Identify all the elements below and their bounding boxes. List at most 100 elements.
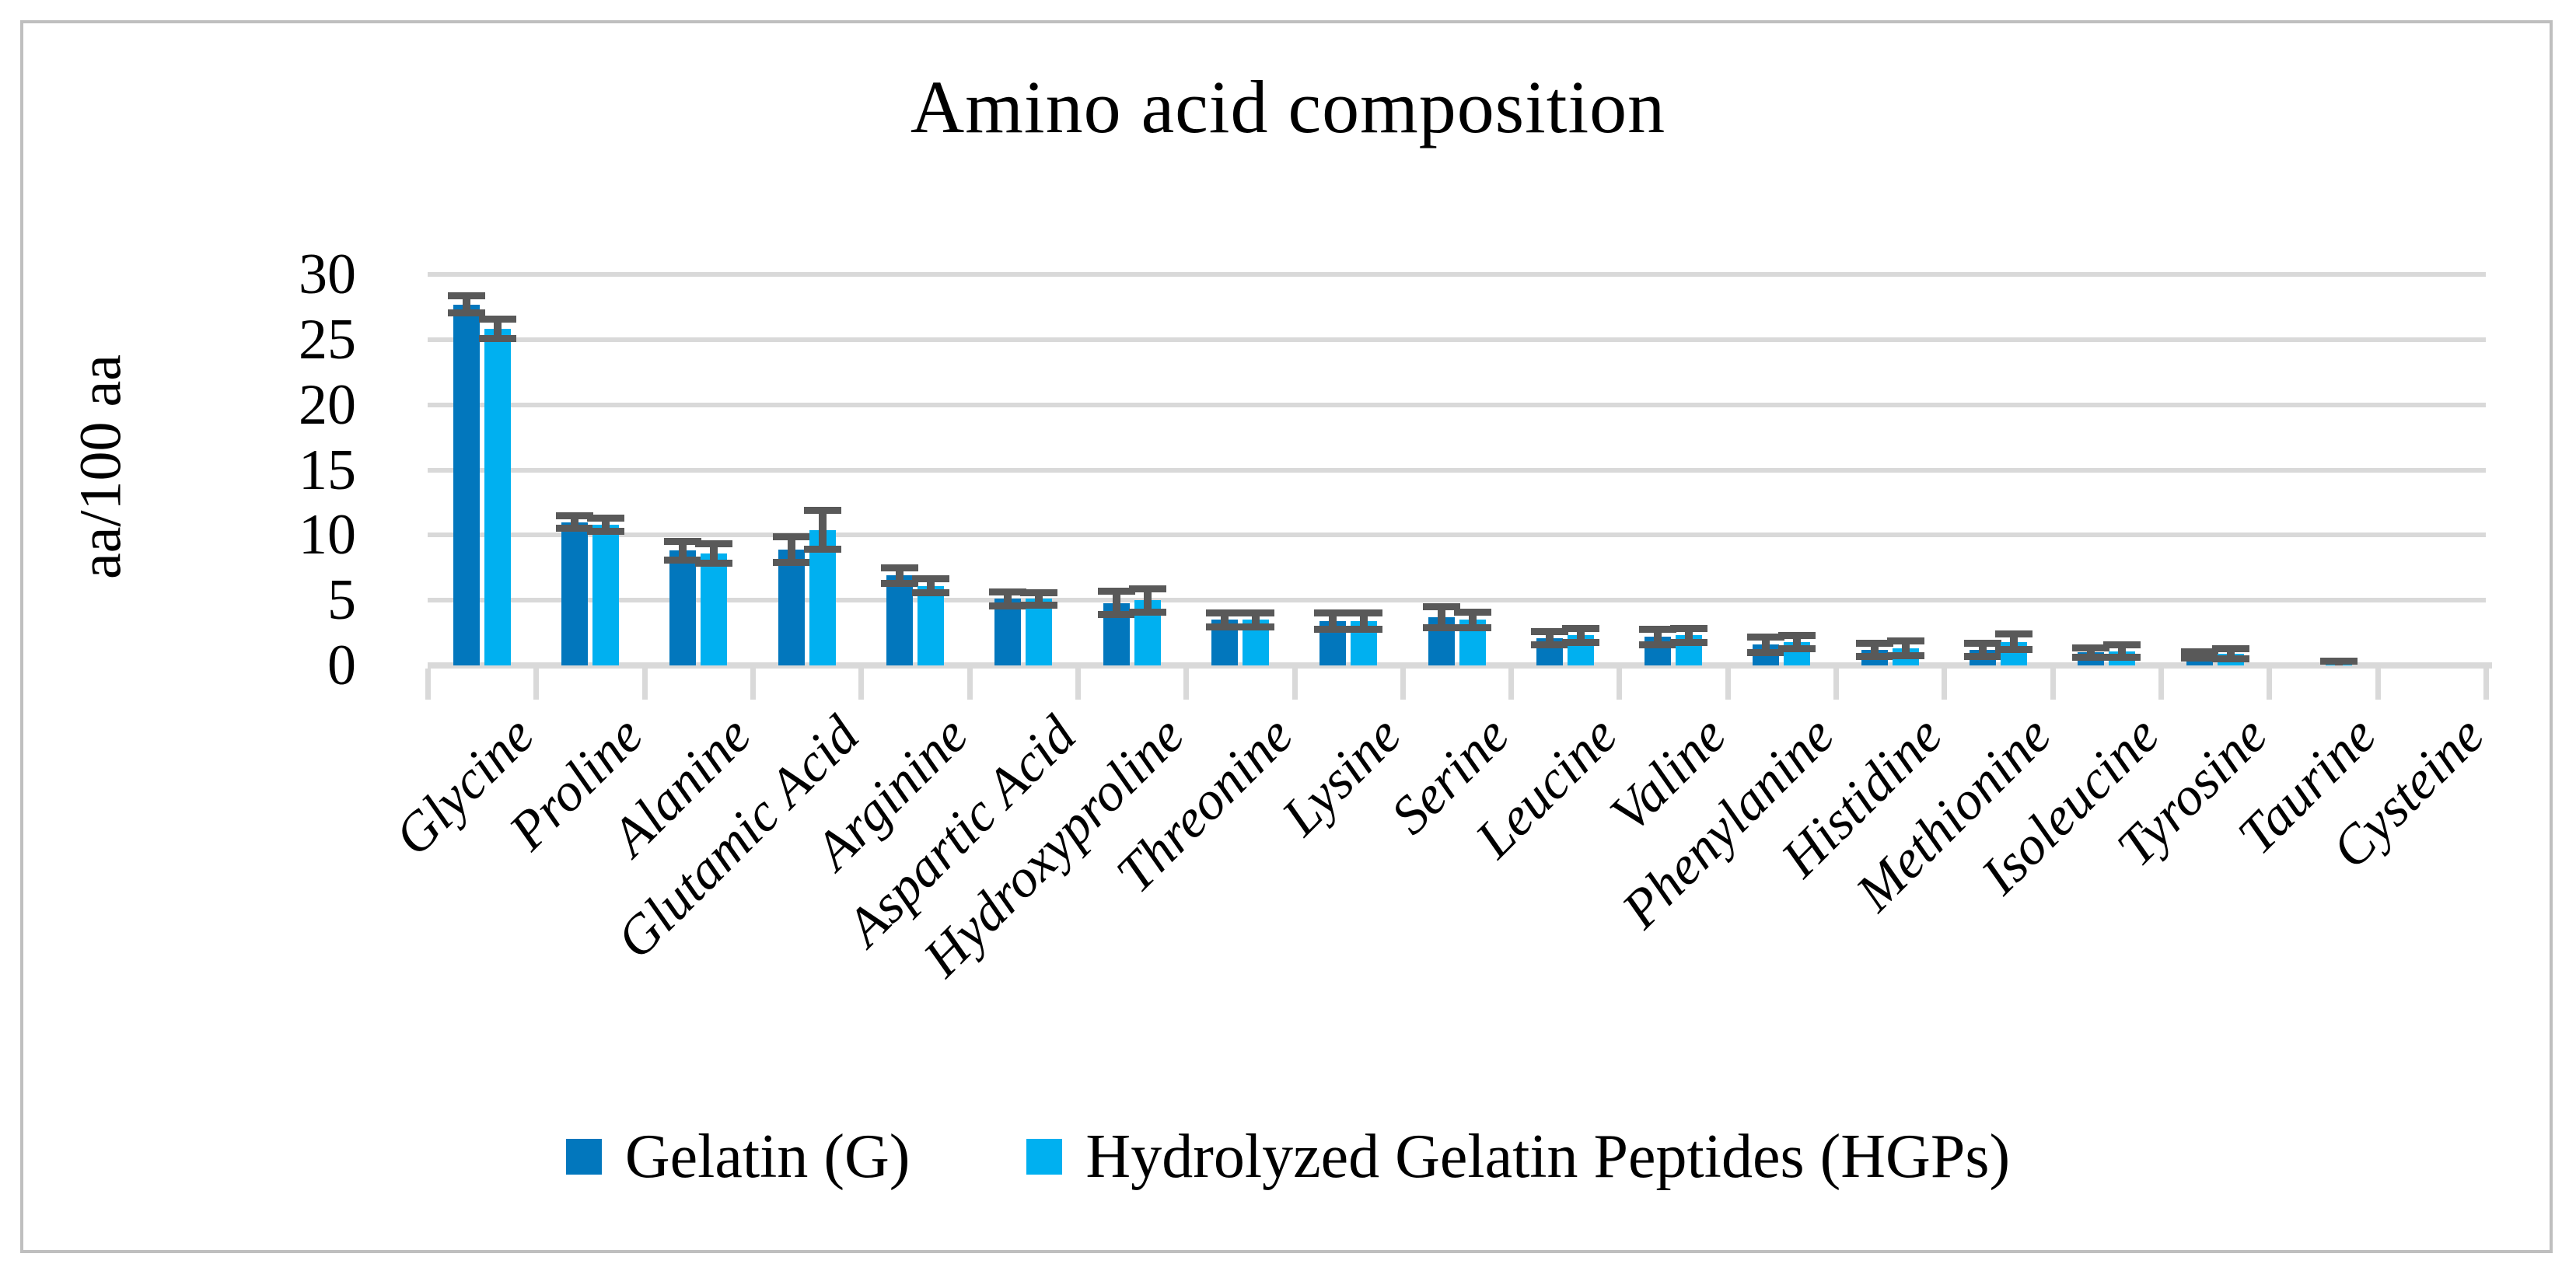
error-bar-line <box>570 515 578 529</box>
x-axis-tick <box>641 669 648 700</box>
error-bar-line <box>1793 635 1802 649</box>
error-bar-cap-bottom <box>1747 648 1785 656</box>
error-bar-cap-bottom <box>586 527 624 535</box>
error-bar-cap-top <box>772 532 810 540</box>
legend-label-gelatin: Gelatin (G) <box>624 1123 911 1191</box>
error-bar-cap-bottom <box>555 525 593 532</box>
error-bar-line <box>1220 613 1229 627</box>
error-bar-line <box>1251 613 1260 627</box>
error-bar-cap-top <box>1020 588 1058 596</box>
x-axis-tick <box>1508 669 1515 700</box>
error-bar-cap-bottom <box>989 602 1027 610</box>
error-bar-cap-top <box>1345 609 1383 617</box>
x-axis-line <box>428 662 2492 669</box>
error-bar-line <box>1654 629 1662 645</box>
x-axis-tick <box>2158 669 2165 700</box>
error-bar-line <box>1035 592 1043 606</box>
gridline <box>428 402 2486 407</box>
x-axis-tick <box>425 669 431 700</box>
bar-gelatin <box>994 599 1022 665</box>
error-bar-line <box>2010 634 2019 650</box>
error-bar-line <box>679 541 687 560</box>
error-bar-line <box>926 578 935 593</box>
error-bar-line <box>1143 588 1152 613</box>
x-axis-tick <box>533 669 540 700</box>
error-bar-cap-bottom <box>1639 641 1677 648</box>
error-bar-cap-bottom <box>1964 652 2002 660</box>
bar-gelatin <box>886 575 913 665</box>
error-bar-line <box>818 510 827 550</box>
x-axis-tick <box>1617 669 1623 700</box>
error-bar-cap-bottom <box>1422 623 1460 631</box>
y-tick-label: 25 <box>299 307 356 372</box>
error-bar-cap-bottom <box>1855 652 1893 660</box>
y-tick-label: 15 <box>299 438 356 502</box>
x-axis-tick <box>1400 669 1406 700</box>
error-bar-cap-top <box>555 512 593 519</box>
error-bar-cap-top <box>880 564 918 571</box>
bar-gelatin <box>778 549 805 665</box>
error-bar-cap-bottom <box>447 309 485 316</box>
x-axis-tick <box>1291 669 1298 700</box>
error-bar-line <box>1004 592 1012 606</box>
figure-border <box>20 20 2553 1253</box>
error-bar-line <box>462 295 470 313</box>
bar-gelatin <box>561 522 588 665</box>
error-bar-line <box>2087 648 2095 658</box>
x-axis-tick <box>2483 669 2489 700</box>
error-bar-cap-bottom <box>1236 623 1274 631</box>
error-bar-cap-top <box>1128 585 1166 592</box>
error-bar-line <box>1901 641 1910 656</box>
y-tick-label: 5 <box>327 568 356 633</box>
gridline <box>428 467 2486 473</box>
error-bar-cap-top <box>2211 644 2249 652</box>
error-bar-cap-top <box>1670 624 1708 632</box>
y-tick-label: 10 <box>299 503 356 567</box>
error-bar-cap-top <box>1097 587 1135 595</box>
x-axis-tick <box>1833 669 1840 700</box>
error-bar-cap-top <box>1778 631 1816 639</box>
error-bar-cap-top <box>1855 639 1893 647</box>
error-bar-line <box>1576 628 1585 643</box>
error-bar-cap-top <box>1747 633 1785 641</box>
error-bar-line <box>601 518 610 532</box>
y-axis-title: aa/100 aa <box>68 354 134 579</box>
error-bar-cap-bottom <box>695 559 733 567</box>
error-bar-cap-top <box>1422 603 1460 611</box>
error-bar-line <box>895 567 904 584</box>
error-bar-cap-top <box>1639 625 1677 633</box>
legend-item-hgp: Hydrolyzed Gelatin Peptides (HGPs) <box>1026 1123 2010 1190</box>
x-axis-tick <box>1725 669 1731 700</box>
error-bar-cap-bottom <box>1778 644 1816 652</box>
error-bar-line <box>1979 643 1987 657</box>
error-bar-cap-top <box>2180 648 2218 655</box>
x-axis-tick <box>1183 669 1190 700</box>
error-bar-cap-top <box>478 316 516 323</box>
error-bar-cap-bottom <box>2211 655 2249 663</box>
error-bar-cap-top <box>2103 641 2141 648</box>
error-bar-cap-top <box>586 515 624 522</box>
error-bar-cap-bottom <box>1530 641 1568 648</box>
gelatin-swatch-icon <box>565 1139 602 1175</box>
error-bar-cap-top <box>1561 624 1599 632</box>
y-tick-label: 20 <box>299 372 356 437</box>
bar-gelatin <box>669 550 697 665</box>
gridline <box>428 337 2486 342</box>
error-bar-cap-bottom <box>911 589 949 597</box>
error-bar-cap-top <box>1530 627 1568 635</box>
chart-title: Amino acid composition <box>910 65 1666 148</box>
x-axis-tick <box>2050 669 2056 700</box>
x-axis-tick <box>966 669 973 700</box>
error-bar-line <box>1360 613 1368 630</box>
bar-hgp <box>484 329 511 665</box>
gridline <box>428 272 2486 277</box>
error-bar-cap-top <box>2072 644 2110 651</box>
legend: Gelatin (G) Hydrolyzed Gelatin Peptides … <box>0 1123 2576 1190</box>
bar-gelatin <box>453 304 480 665</box>
error-bar-cap-bottom <box>803 546 841 553</box>
error-bar-line <box>1329 613 1337 630</box>
x-axis-tick <box>2375 669 2381 700</box>
error-bar-cap-bottom <box>2103 654 2141 662</box>
error-bar-cap-top <box>1964 639 2002 647</box>
error-bar-cap-bottom <box>772 559 810 567</box>
